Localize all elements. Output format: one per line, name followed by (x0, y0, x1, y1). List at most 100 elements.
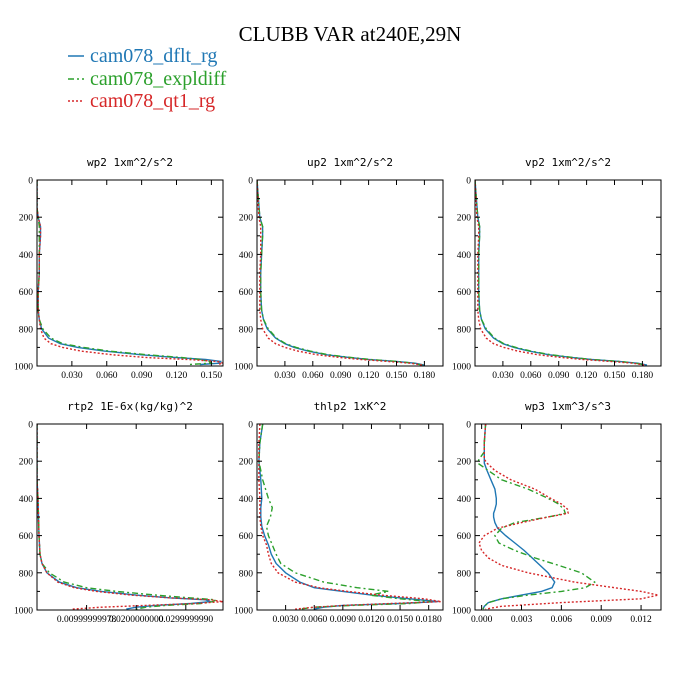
x-tick-label: 0.0299999990 (158, 615, 213, 625)
series-line-1 (37, 180, 222, 366)
series-line-3 (475, 180, 646, 366)
y-tick-label: 400 (239, 495, 254, 505)
y-tick-label: 200 (19, 214, 34, 224)
x-tick-label: 0.090 (330, 371, 352, 381)
y-tick-label: 1000 (234, 363, 253, 373)
x-tick-label: 0.0090 (330, 615, 356, 625)
y-tick-label: 800 (19, 569, 34, 579)
x-tick-label: 0.030 (274, 371, 296, 381)
panel-title: thlp2 1xK^2 (314, 400, 387, 413)
series-line-3 (258, 424, 442, 610)
series-line-2 (37, 424, 218, 610)
series-line-1 (475, 180, 648, 366)
x-tick-label: 0.120 (166, 371, 188, 381)
x-tick-label: 0.012 (630, 615, 652, 625)
y-tick-label: 0 (466, 177, 471, 187)
y-tick-label: 600 (19, 532, 34, 542)
y-tick-label: 200 (19, 458, 34, 468)
x-tick-label: 0.060 (520, 371, 542, 381)
panel-title: up2 1xm^2/s^2 (307, 156, 393, 169)
series-line-1 (37, 424, 211, 610)
y-tick-label: 1000 (14, 607, 33, 617)
panel-5: thlp2 1xK^2 0 200 400 600 800 1000 0.0030 0.0060… (234, 400, 444, 625)
x-tick-label: 0.0150 (387, 615, 413, 625)
x-tick-label: 0.030 (61, 371, 83, 381)
y-tick-label: 400 (457, 495, 472, 505)
figure-title: CLUBB VAR at240E,29N (239, 22, 462, 46)
x-tick-label: 0.180 (632, 371, 654, 381)
panel-title: wp3 1xm^3/s^3 (525, 400, 611, 413)
x-tick-label: 0.150 (201, 371, 223, 381)
y-tick-label: 0 (28, 421, 33, 431)
y-tick-label: 400 (19, 495, 34, 505)
y-tick-label: 400 (19, 251, 34, 261)
series-line-2 (257, 180, 423, 366)
y-tick-label: 200 (457, 214, 472, 224)
y-tick-label: 200 (239, 458, 254, 468)
panel-title: rtp2 1E-6x(kg/kg)^2 (67, 400, 193, 413)
plot-frame (474, 179, 662, 367)
y-tick-label: 800 (457, 325, 472, 335)
x-tick-label: 0.0200000000 (109, 615, 164, 625)
x-tick-label: 0.030 (492, 371, 514, 381)
panel-3: vp2 1xm^2/s^2 0 200 400 600 800 1000 0.030 0.060… (452, 156, 662, 381)
y-tick-label: 800 (457, 569, 472, 579)
y-tick-label: 0 (248, 421, 253, 431)
x-tick-label: 0.0060 (301, 615, 327, 625)
series-line-3 (37, 180, 223, 366)
plot-frame (256, 423, 444, 611)
y-tick-label: 600 (457, 532, 472, 542)
x-tick-label: 0.120 (576, 371, 598, 381)
x-tick-label: 0.150 (604, 371, 626, 381)
x-tick-label: 0.00999999978 (57, 615, 117, 625)
legend-label-expldiff: cam078_expldiff (90, 68, 227, 90)
y-tick-label: 400 (457, 251, 472, 261)
series-line-1 (257, 180, 425, 366)
y-tick-label: 0 (28, 177, 33, 187)
y-tick-label: 800 (239, 325, 254, 335)
series-line-3 (478, 424, 659, 610)
legend: cam078_dflt_rg cam078_expldiff cam078_qt… (68, 45, 227, 112)
x-tick-label: 0.003 (511, 615, 533, 625)
y-tick-label: 1000 (452, 363, 471, 373)
plot-frame (256, 179, 444, 367)
series-line-1 (482, 424, 556, 610)
x-tick-label: 0.150 (386, 371, 408, 381)
y-tick-label: 600 (19, 288, 34, 298)
x-tick-label: 0.060 (302, 371, 324, 381)
panel-2: up2 1xm^2/s^2 0 200 400 600 800 1000 0.030 0.060… (234, 156, 444, 381)
y-tick-label: 600 (457, 288, 472, 298)
x-tick-label: 0.009 (591, 615, 613, 625)
series-line-2 (37, 180, 214, 366)
panel-1: wp2 1xm^2/s^2 0 200 400 600 800 1000 0.030 0.060… (14, 156, 224, 381)
x-tick-label: 0.090 (131, 371, 153, 381)
series-line-2 (476, 424, 596, 610)
legend-label-dflt: cam078_dflt_rg (90, 45, 217, 67)
x-tick-label: 0.090 (548, 371, 570, 381)
x-tick-label: 0.180 (414, 371, 436, 381)
x-tick-label: 0.000 (471, 615, 493, 625)
series-line-3 (37, 424, 223, 610)
y-tick-label: 600 (239, 532, 254, 542)
x-tick-label: 0.0120 (358, 615, 384, 625)
panel-title: wp2 1xm^2/s^2 (87, 156, 173, 169)
series-line-1 (258, 424, 439, 610)
y-tick-label: 1000 (234, 607, 253, 617)
y-tick-label: 200 (457, 458, 472, 468)
y-tick-label: 0 (466, 421, 471, 431)
series-line-2 (258, 424, 431, 610)
legend-label-qt1: cam078_qt1_rg (90, 90, 215, 112)
y-tick-label: 800 (19, 325, 34, 335)
panel-4: rtp2 1E-6x(kg/kg)^2 0 200 400 600 800 1000 0.00… (14, 400, 224, 625)
y-tick-label: 1000 (14, 363, 33, 373)
y-tick-label: 0 (248, 177, 253, 187)
y-tick-label: 200 (239, 214, 254, 224)
series-line-3 (257, 180, 423, 366)
plot-frame (36, 179, 224, 367)
x-tick-label: 0.006 (551, 615, 573, 625)
x-tick-label: 0.0030 (273, 615, 299, 625)
x-tick-label: 0.120 (358, 371, 380, 381)
x-tick-label: 0.0180 (416, 615, 442, 625)
